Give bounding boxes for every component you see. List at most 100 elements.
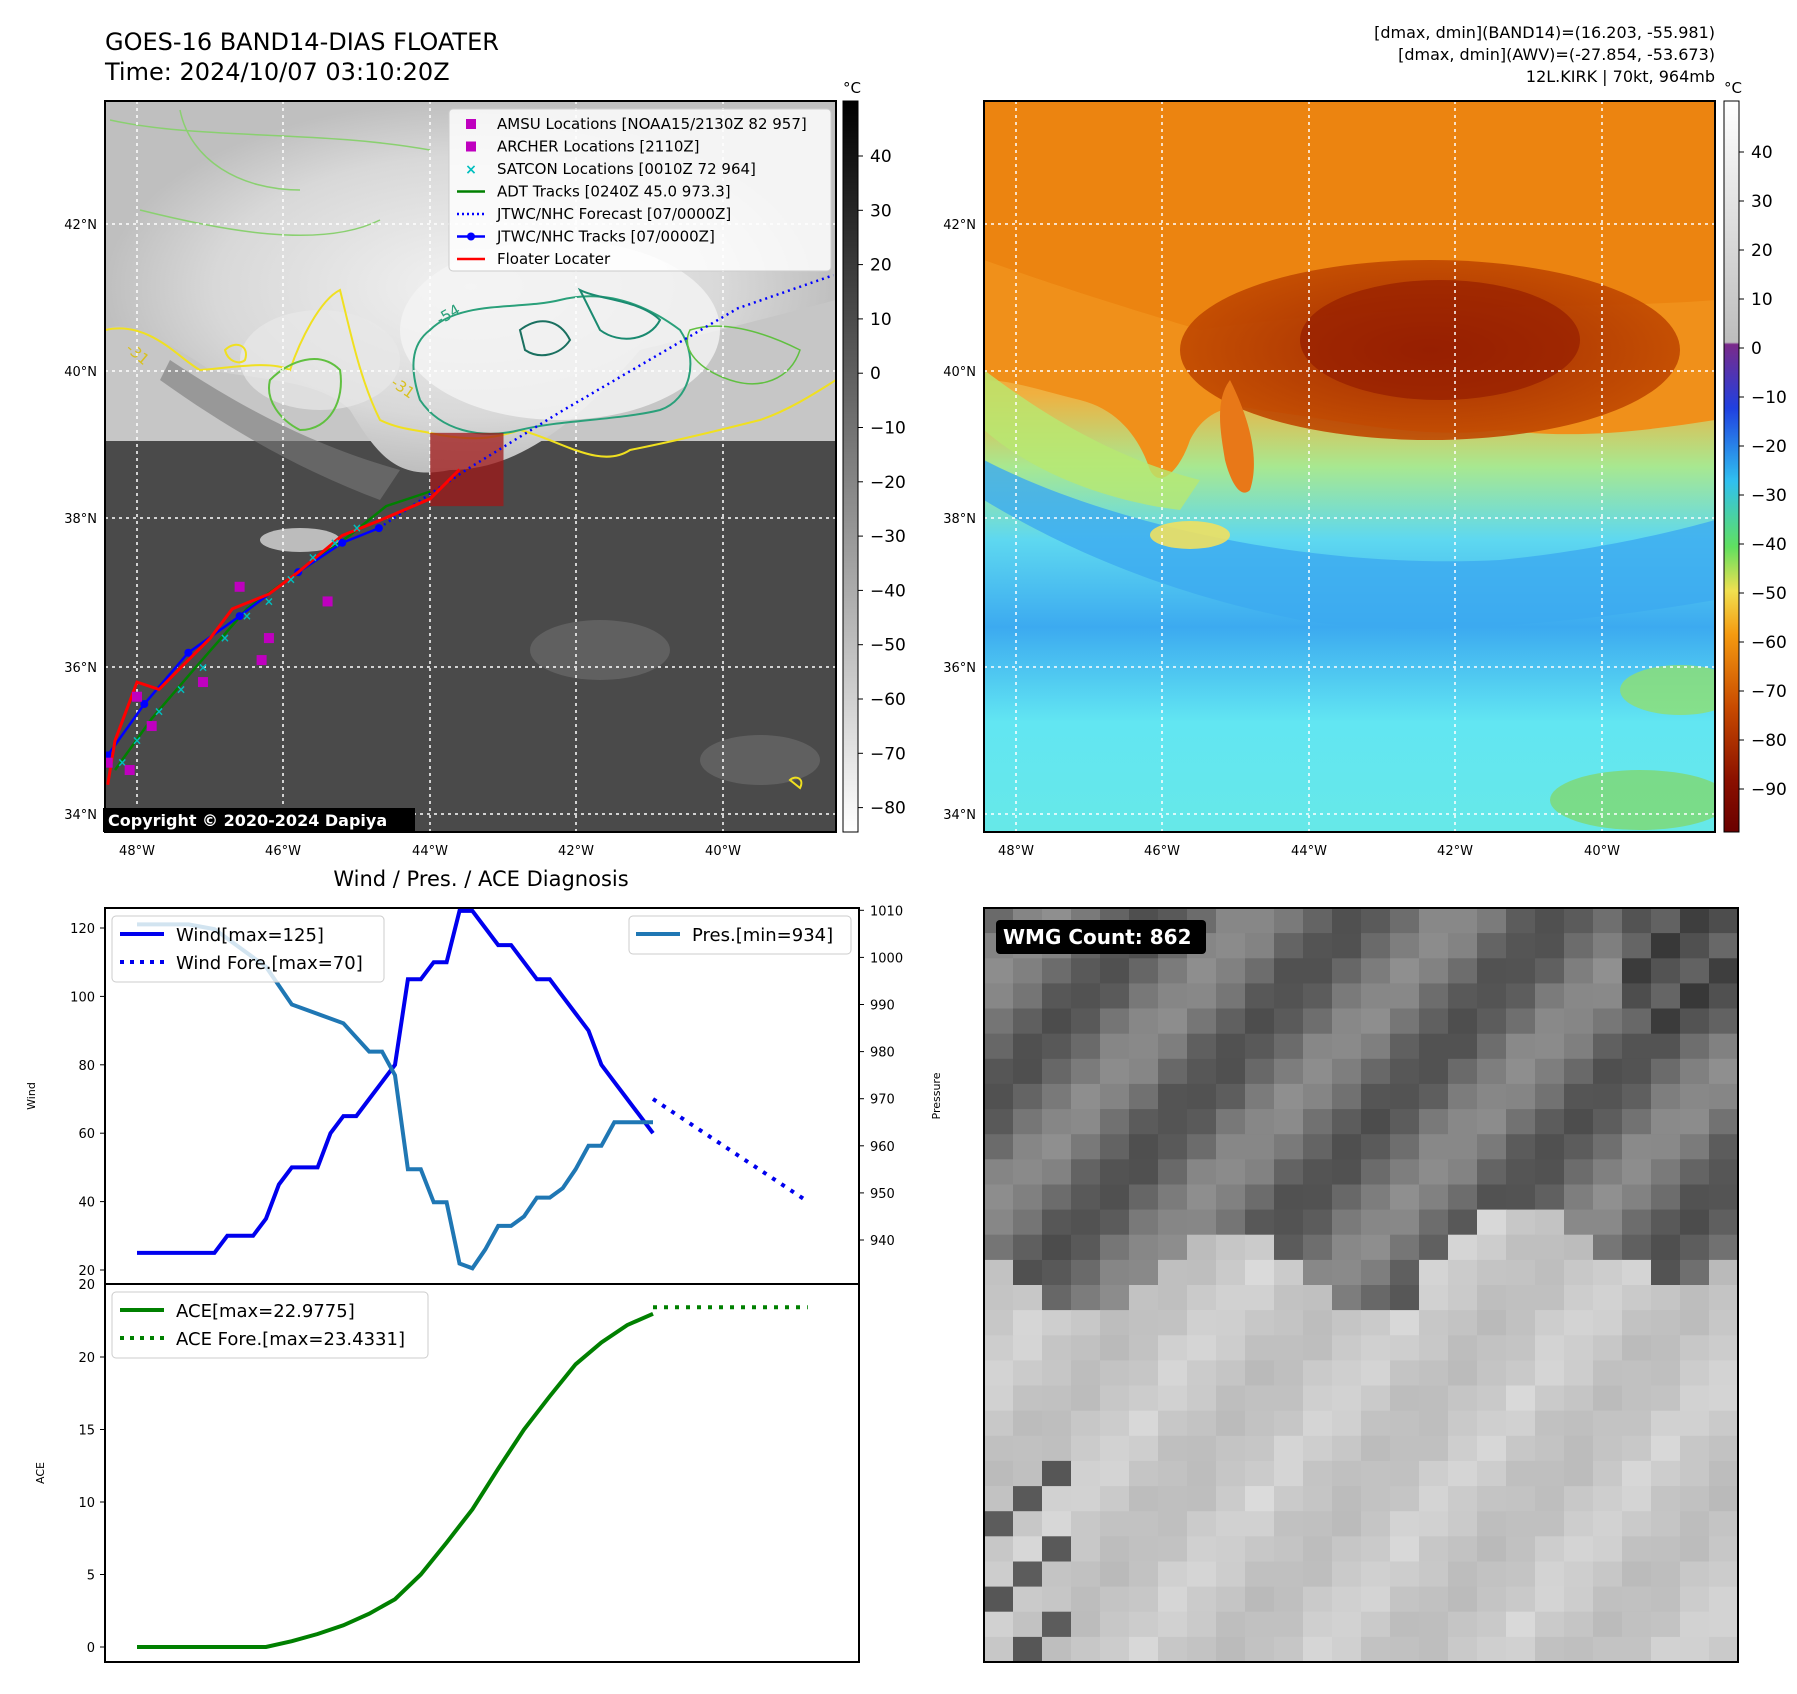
wmg-cell [1100,1385,1130,1412]
wmg-cell [1129,1209,1159,1236]
wmg-cell [1506,1134,1536,1160]
wmg-cell [1042,1511,1072,1537]
wmg-cell [1274,1058,1304,1085]
wmg-cell [1564,1360,1594,1387]
wmg-cell [1593,1586,1623,1613]
wmg-cell [1361,1586,1391,1613]
wmg-cell [1158,1083,1188,1110]
ir-colorbar-ticks: 40 30 20 10 0 −10 −20 −30 −40 −50 −60 −70 −80 [858,147,906,819]
wmg-cell [1245,1259,1275,1286]
wmg-cell [1564,1209,1594,1236]
wmg-cell [1622,1259,1652,1286]
pressure-ytick-label: 1010 [870,904,903,919]
wmg-cell [1013,1058,1043,1085]
satcon-marker: × [308,550,318,564]
wmg-cell [1390,1385,1420,1412]
wind-ytick-label: 80 [78,1059,95,1074]
wmg-cell [1680,933,1710,959]
info-line2: [dmax, dmin](AWV)=(-27.854, -53.673) [1398,45,1715,64]
wmg-cell [984,1486,1014,1512]
wmg-cell [1506,1410,1536,1437]
wmg-cell [1419,1109,1449,1135]
colorbar-tick-label: −70 [1751,682,1787,702]
wmg-cell [1013,1209,1043,1236]
wmg-cell [1361,1083,1391,1110]
wmg-cell [1390,1460,1420,1487]
wmg-cell [1245,1058,1275,1085]
wmg-cell [1100,1536,1130,1562]
satcon-marker: × [220,631,230,645]
wmg-cell [1709,1259,1738,1286]
wmg-cell [1216,1033,1246,1060]
wmg-cell [1477,1058,1507,1085]
wmg-cell [1013,1561,1043,1588]
wmg-cell [1361,983,1391,1010]
wmg-cell [1390,1611,1420,1638]
wmg-cell [1506,1083,1536,1110]
ace-series [137,1305,808,1649]
wmg-cell [1216,1209,1246,1236]
wmg-cell [1390,1159,1420,1185]
wmg-cell [1245,1033,1275,1060]
wmg-cell [1274,958,1304,984]
wmg-cell [1651,1159,1681,1185]
jtwc-track-point [235,612,244,621]
colorbar-tick-label: 20 [1751,241,1773,261]
wmg-cell [1013,1410,1043,1437]
wind-ytick-label: 20 [78,1264,95,1279]
wmg-cell [1564,1385,1594,1412]
wmg-cell [1448,1259,1478,1286]
wmg-cell [1709,1083,1738,1110]
legend-label: Floater Locater [497,250,611,268]
wmg-cell [1593,933,1623,959]
wmg-cell [1303,1033,1333,1060]
pressure-ytick-label: 980 [870,1046,895,1061]
wmg-cell [1332,1435,1362,1462]
wind-ytick-label: 120 [70,922,95,937]
wmg-cell [984,1536,1014,1562]
wmg-cell [1419,1008,1449,1035]
wmg-cell [1042,1083,1072,1110]
colorbar-tick-label: 20 [870,256,892,276]
wmg-cell [984,1611,1014,1638]
wmg-cell [1506,1335,1536,1361]
wmg-cell [1332,1385,1362,1412]
wmg-cell [1506,1486,1536,1512]
wmg-cell [1158,1285,1188,1311]
wmg-cell [1129,1335,1159,1361]
wmg-cell [1535,1008,1565,1035]
wmg-cell [1680,1360,1710,1387]
archer-marker [234,581,245,592]
lat-tick-label: 36°N [943,661,976,676]
wmg-cell [1477,958,1507,984]
wmg-cell [1100,1285,1130,1311]
wmg-cell [1506,1033,1536,1060]
wmg-cell [1187,1184,1217,1211]
wmg-cell [1448,1385,1478,1412]
legend-ace-fore: ACE Fore.[max=23.4331] [176,1329,405,1350]
wmg-cell [1506,1159,1536,1185]
wmg-cell [1361,1234,1391,1261]
wmg-cell [1419,1611,1449,1638]
wmg-cell [1477,1335,1507,1361]
wmg-cell [1100,1234,1130,1261]
wmg-cell [1129,1460,1159,1487]
wmg-cell [1216,1184,1246,1211]
wmg-cell [1477,1134,1507,1160]
ace-ytick-label: 10 [78,1496,95,1511]
wmg-cell [984,1435,1014,1462]
pressure-ytick-label: 950 [870,1187,895,1202]
wmg-cell [1361,1184,1391,1211]
wmg-cell [1332,1033,1362,1060]
wmg-cell [1709,1360,1738,1387]
wmg-cell [1680,1209,1710,1236]
wmg-cell [1506,1259,1536,1286]
wmg-cell [1245,1385,1275,1412]
wmg-cell [1593,1234,1623,1261]
wmg-cell [1013,1611,1043,1638]
wmg-cell [1100,958,1130,984]
wmg-cell [1419,1159,1449,1185]
wmg-cell [1100,1083,1130,1110]
wmg-cell [1042,1159,1072,1185]
wmg-cell [1303,1209,1333,1236]
